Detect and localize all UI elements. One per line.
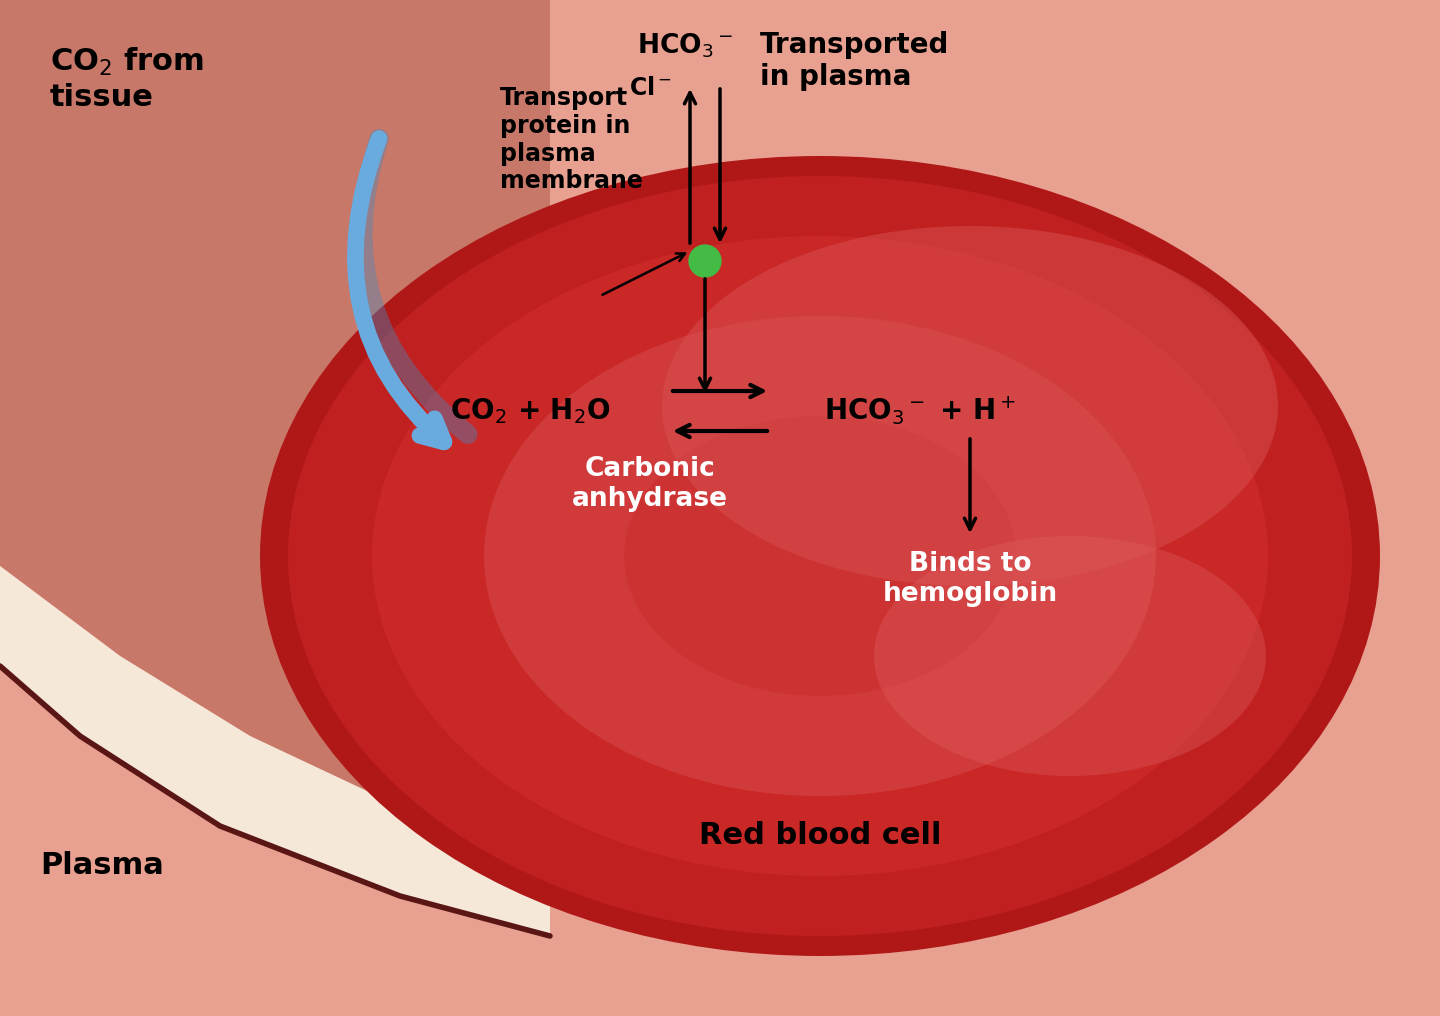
Polygon shape bbox=[0, 566, 550, 936]
Text: CO$_2$ from
tissue: CO$_2$ from tissue bbox=[50, 46, 204, 112]
Ellipse shape bbox=[288, 176, 1352, 936]
Polygon shape bbox=[0, 0, 550, 866]
Ellipse shape bbox=[484, 316, 1156, 796]
Text: Transported
in plasma: Transported in plasma bbox=[760, 31, 949, 91]
Circle shape bbox=[688, 245, 721, 277]
Ellipse shape bbox=[624, 416, 1017, 696]
Text: Red blood cell: Red blood cell bbox=[698, 822, 942, 850]
Text: Transport
protein in
plasma
membrane: Transport protein in plasma membrane bbox=[500, 86, 642, 193]
Text: Cl$^-$: Cl$^-$ bbox=[628, 76, 671, 100]
Ellipse shape bbox=[372, 236, 1269, 876]
Text: Carbonic
anhydrase: Carbonic anhydrase bbox=[572, 456, 729, 512]
Ellipse shape bbox=[874, 536, 1266, 776]
Text: HCO$_3$$^-$: HCO$_3$$^-$ bbox=[636, 31, 733, 60]
Text: Plasma: Plasma bbox=[40, 851, 164, 881]
Ellipse shape bbox=[261, 156, 1380, 956]
Text: CO$_2$ + H$_2$O: CO$_2$ + H$_2$O bbox=[449, 396, 611, 426]
Ellipse shape bbox=[662, 226, 1279, 586]
Text: Binds to
hemoglobin: Binds to hemoglobin bbox=[883, 551, 1057, 607]
Text: HCO$_3$$^-$ + H$^+$: HCO$_3$$^-$ + H$^+$ bbox=[824, 394, 1015, 428]
